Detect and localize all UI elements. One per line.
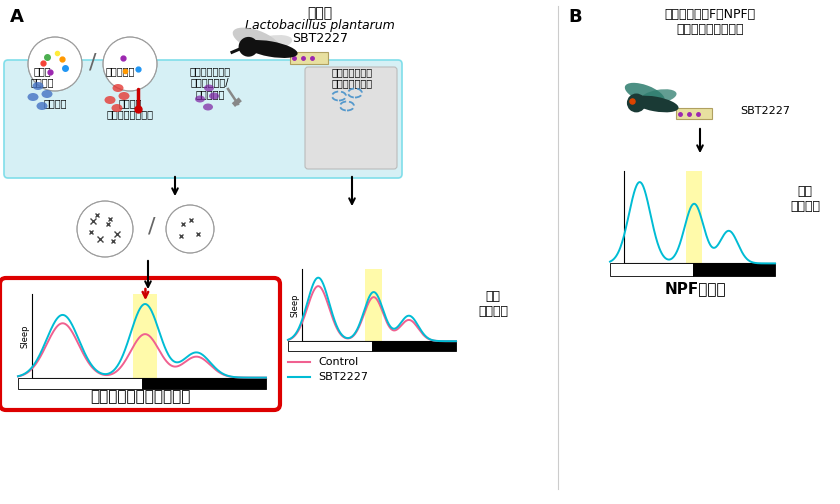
Text: 乳酸菌: 乳酸菌 <box>307 6 333 20</box>
Bar <box>18 377 142 389</box>
Text: 通常菌叢: 通常菌叢 <box>43 98 66 108</box>
Ellipse shape <box>204 85 214 92</box>
Text: 睡眠
増えない: 睡眠 増えない <box>478 290 508 318</box>
Ellipse shape <box>104 96 116 104</box>
Ellipse shape <box>28 93 39 101</box>
Text: /: / <box>148 216 155 236</box>
Ellipse shape <box>209 93 219 99</box>
Text: B: B <box>568 8 581 26</box>
Bar <box>134 294 157 377</box>
Circle shape <box>627 94 646 112</box>
Bar <box>288 341 372 351</box>
Circle shape <box>28 37 82 91</box>
Bar <box>610 264 692 276</box>
Bar <box>142 377 266 389</box>
Ellipse shape <box>203 103 213 110</box>
Ellipse shape <box>118 92 129 100</box>
Bar <box>18 294 266 389</box>
Bar <box>686 171 702 264</box>
FancyBboxPatch shape <box>4 60 402 178</box>
Circle shape <box>239 37 259 57</box>
Ellipse shape <box>632 96 679 112</box>
Ellipse shape <box>640 89 676 104</box>
Ellipse shape <box>41 90 52 98</box>
Ellipse shape <box>112 104 123 112</box>
Ellipse shape <box>233 28 280 53</box>
Text: Lactobacillus plantarum: Lactobacillus plantarum <box>245 19 395 32</box>
Bar <box>290 52 328 64</box>
Text: 菌体破砕物上清
（細胞内容物/
内膜成分）: 菌体破砕物上清 （細胞内容物/ 内膜成分） <box>190 66 230 99</box>
Text: 未処理
（生菌）: 未処理 （生菌） <box>30 66 54 88</box>
Text: 菌体破砕物沈殿
（細胞壁成分）: 菌体破砕物沈殿 （細胞壁成分） <box>332 67 373 89</box>
Text: NPFが関与: NPFが関与 <box>664 282 726 296</box>
Ellipse shape <box>33 82 44 90</box>
Ellipse shape <box>113 84 123 92</box>
Text: SBT2227: SBT2227 <box>292 32 348 45</box>
Text: 菌叢低減
（抗生物質投与）: 菌叢低減 （抗生物質投与） <box>107 98 154 119</box>
Circle shape <box>77 201 133 257</box>
Text: 神経ペプチドF（NPF）
遺伝子発現抑制ハエ: 神経ペプチドF（NPF） 遺伝子発現抑制ハエ <box>664 8 755 36</box>
Bar <box>676 108 712 119</box>
Ellipse shape <box>249 35 292 52</box>
Bar <box>365 269 382 341</box>
Ellipse shape <box>625 83 664 104</box>
Bar <box>692 264 775 276</box>
Text: Control: Control <box>318 357 358 367</box>
Text: 夜間開始時の睡眠を促進: 夜間開始時の睡眠を促進 <box>90 390 190 405</box>
Text: SBT2227: SBT2227 <box>318 372 368 382</box>
Circle shape <box>166 205 214 253</box>
Text: Sleep: Sleep <box>291 293 300 317</box>
Text: SBT2227: SBT2227 <box>740 106 790 116</box>
Text: 加熱死菌体: 加熱死菌体 <box>105 66 134 76</box>
Ellipse shape <box>36 102 48 110</box>
FancyBboxPatch shape <box>0 278 280 410</box>
Bar <box>610 171 775 276</box>
Text: /: / <box>89 52 97 72</box>
Bar <box>288 269 456 351</box>
Circle shape <box>103 37 157 91</box>
Ellipse shape <box>244 40 297 58</box>
Bar <box>372 341 456 351</box>
FancyBboxPatch shape <box>305 67 397 169</box>
Text: A: A <box>10 8 24 26</box>
Text: Sleep: Sleep <box>20 324 29 348</box>
Text: 睡眠
増えない: 睡眠 増えない <box>790 185 820 213</box>
Bar <box>232 97 242 107</box>
Ellipse shape <box>195 95 205 102</box>
